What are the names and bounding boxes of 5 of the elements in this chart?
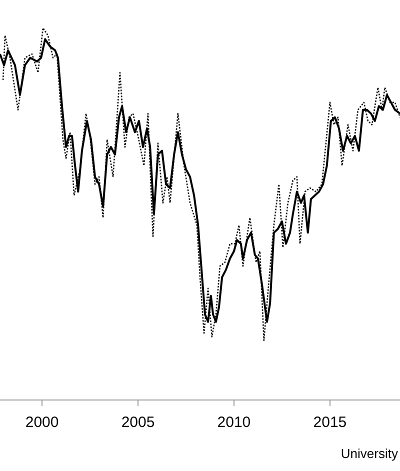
x-tick-label: 2010	[217, 414, 251, 432]
text: University	[340, 446, 398, 461]
x-tick-label: 2015	[313, 414, 347, 432]
x-tick-label: 2000	[25, 414, 59, 432]
x-tick-label: 2005	[121, 414, 155, 432]
